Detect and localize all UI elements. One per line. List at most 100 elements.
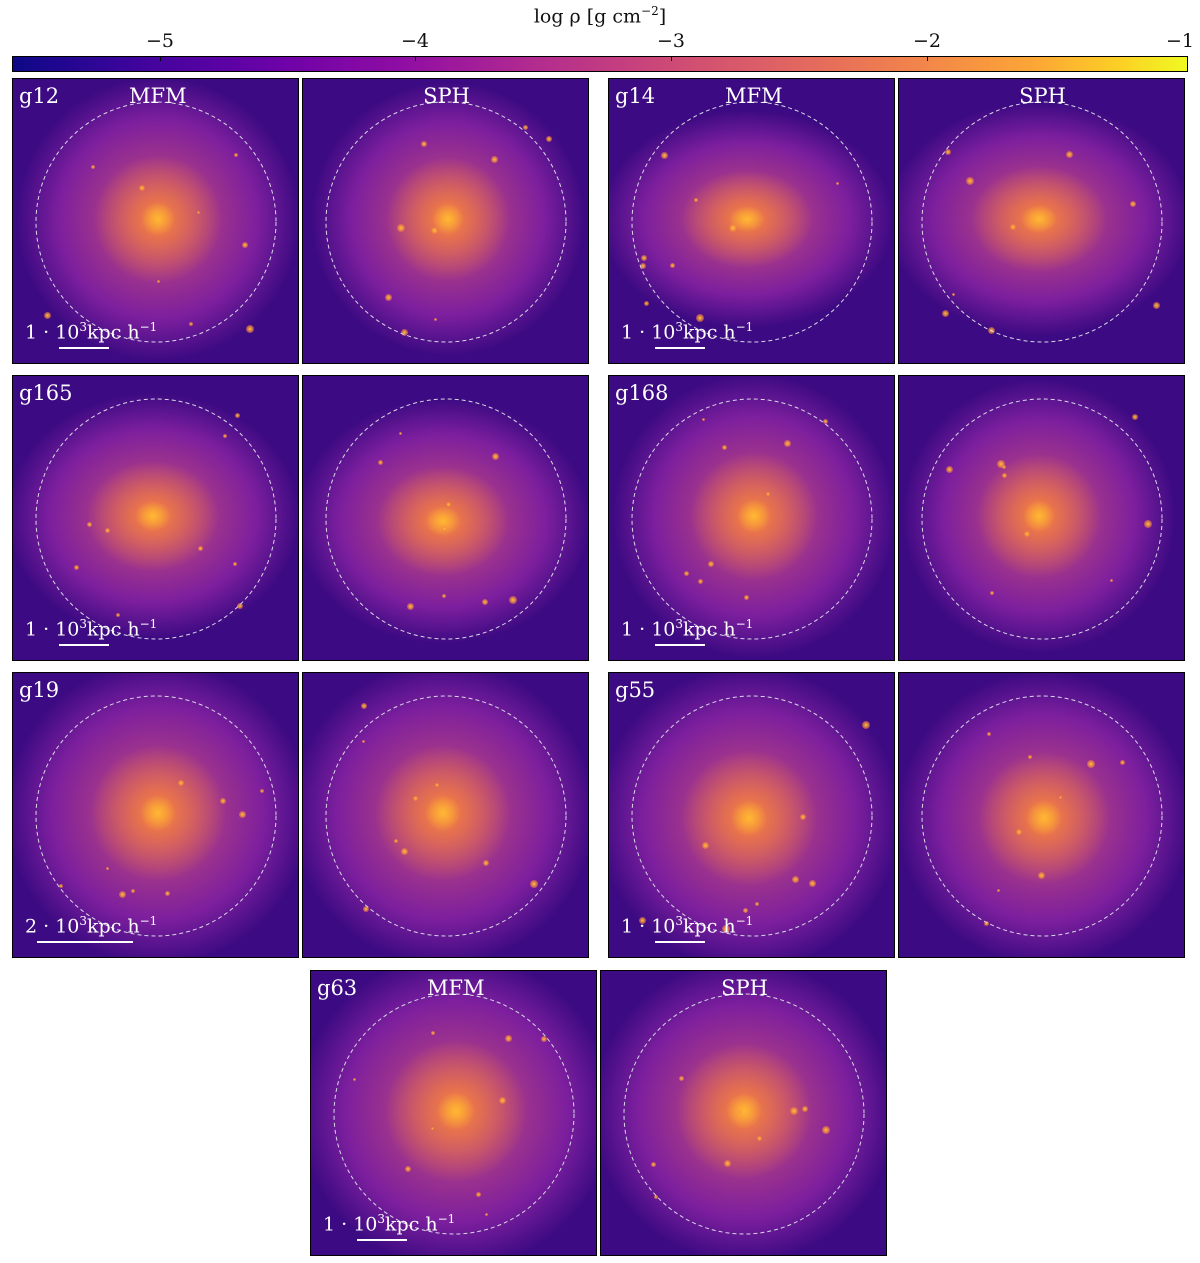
- substructure-clump: [505, 1035, 512, 1042]
- colorbar: [12, 56, 1188, 72]
- density-map: [13, 673, 298, 957]
- substructure-clump: [44, 312, 51, 319]
- substructure-clump: [724, 1160, 731, 1167]
- colorbar-tick-mark: [671, 56, 672, 61]
- substructure-clump: [421, 141, 427, 147]
- substructure-clump: [116, 613, 120, 617]
- colorbar-label-main: log ρ [g cm: [533, 5, 642, 28]
- substructure-clump: [1002, 465, 1006, 469]
- substructure-clump: [946, 466, 953, 473]
- scale-bar: [655, 941, 705, 943]
- substructure-clump: [233, 562, 237, 566]
- method-label-sph: SPH: [721, 976, 768, 1000]
- substructure-clump: [492, 453, 499, 460]
- substructure-clump: [708, 561, 714, 567]
- substructure-clump: [378, 460, 383, 465]
- density-map: [609, 79, 894, 363]
- substructure-clump: [661, 152, 668, 159]
- substructure-clump: [197, 211, 200, 214]
- scale-bar: [59, 644, 109, 646]
- colorbar-tick: −1: [1165, 30, 1195, 52]
- substructure-clump: [966, 177, 974, 185]
- substructure-clump: [165, 891, 170, 896]
- substructure-clump: [106, 867, 109, 870]
- colorbar-tick-mark: [160, 56, 161, 61]
- density-map: [303, 376, 588, 660]
- substructure-clump: [435, 783, 439, 787]
- substructure-clump: [1087, 760, 1095, 768]
- substructure-clump: [260, 789, 264, 793]
- colorbar-label-exp: −2: [641, 4, 659, 18]
- panel-g168-sph: [898, 375, 1185, 661]
- substructure-clump: [766, 492, 770, 496]
- substructure-clump: [722, 925, 730, 933]
- substructure-clump: [401, 329, 408, 336]
- density-map: [899, 79, 1184, 363]
- colorbar-label: log ρ [g cm−2]: [0, 4, 1200, 27]
- scale-bar: [357, 1239, 407, 1241]
- substructure-clump: [139, 185, 145, 191]
- density-map: [13, 79, 298, 363]
- substructure-clump: [431, 1127, 434, 1130]
- substructure-clump: [476, 1192, 481, 1197]
- substructure-clump: [1110, 579, 1113, 582]
- scale-bar: [655, 644, 705, 646]
- virial-radius-circle: [921, 398, 1163, 640]
- substructure-clump: [729, 224, 737, 232]
- substructure-clump: [743, 908, 748, 913]
- virial-radius-circle: [623, 993, 865, 1235]
- substructure-clump: [790, 1107, 798, 1115]
- density-map: [303, 673, 588, 957]
- galaxy-id: g12: [19, 84, 60, 108]
- dashed-circle: [35, 101, 277, 343]
- substructure-clump: [800, 814, 806, 820]
- substructure-clump: [1130, 201, 1136, 207]
- substructure-clump: [698, 579, 703, 584]
- dashed-circle: [631, 101, 873, 343]
- panel-g165-mfm: g165 1 · 103kpc h−1: [12, 375, 299, 661]
- substructure-clump: [679, 1076, 684, 1081]
- substructure-clump: [990, 591, 994, 595]
- substructure-clump: [862, 721, 870, 729]
- virial-radius-circle: [333, 993, 575, 1235]
- dashed-circle: [35, 398, 277, 640]
- substructure-clump: [987, 732, 991, 736]
- substructure-clump: [74, 565, 79, 570]
- substructure-clump: [442, 594, 446, 598]
- panel-g12-mfm: g12 MFM 1 · 103kpc h−1: [12, 78, 299, 364]
- scale-bar: [655, 347, 705, 349]
- dashed-circle: [325, 101, 567, 343]
- virial-radius-circle: [921, 101, 1163, 343]
- galaxy-id: g165: [19, 381, 73, 405]
- scale-label: 2 · 103kpc h−1: [25, 913, 158, 937]
- dashed-circle: [921, 101, 1163, 343]
- substructure-clump: [362, 740, 365, 743]
- scale-bar: [37, 941, 133, 943]
- virial-radius-circle: [325, 695, 567, 937]
- substructure-clump: [1038, 872, 1045, 879]
- panel-g19-mfm: g19 2 · 103kpc h−1: [12, 672, 299, 958]
- colorbar-tick-mark: [415, 56, 416, 61]
- substructure-clump: [87, 522, 92, 527]
- substructure-clump: [651, 1162, 656, 1167]
- substructure-clump: [644, 301, 649, 306]
- substructure-clump: [431, 1031, 435, 1035]
- substructure-clump: [105, 528, 110, 533]
- panel-g165-sph: [302, 375, 589, 661]
- panel-g19-sph: [302, 672, 589, 958]
- substructure-clump: [189, 322, 193, 326]
- scale-label: 1 · 103kpc h−1: [25, 319, 158, 343]
- galaxy-id: g14: [615, 84, 656, 108]
- substructure-clump: [483, 860, 489, 866]
- colorbar-tick: −4: [400, 30, 430, 52]
- panel-g12-sph: SPH: [302, 78, 589, 364]
- panel-g14-mfm: g14 MFM 1 · 103kpc h−1: [608, 78, 895, 364]
- dashed-circle: [35, 695, 277, 937]
- substructure-clump: [485, 1213, 488, 1216]
- substructure-clump: [640, 263, 646, 269]
- scale-label: 1 · 103kpc h−1: [621, 319, 754, 343]
- panel-g55-sph: [898, 672, 1185, 958]
- substructure-clump: [119, 891, 126, 898]
- panel-g55-mfm: g55 1 · 103kpc h−1: [608, 672, 895, 958]
- dashed-circle: [631, 695, 873, 937]
